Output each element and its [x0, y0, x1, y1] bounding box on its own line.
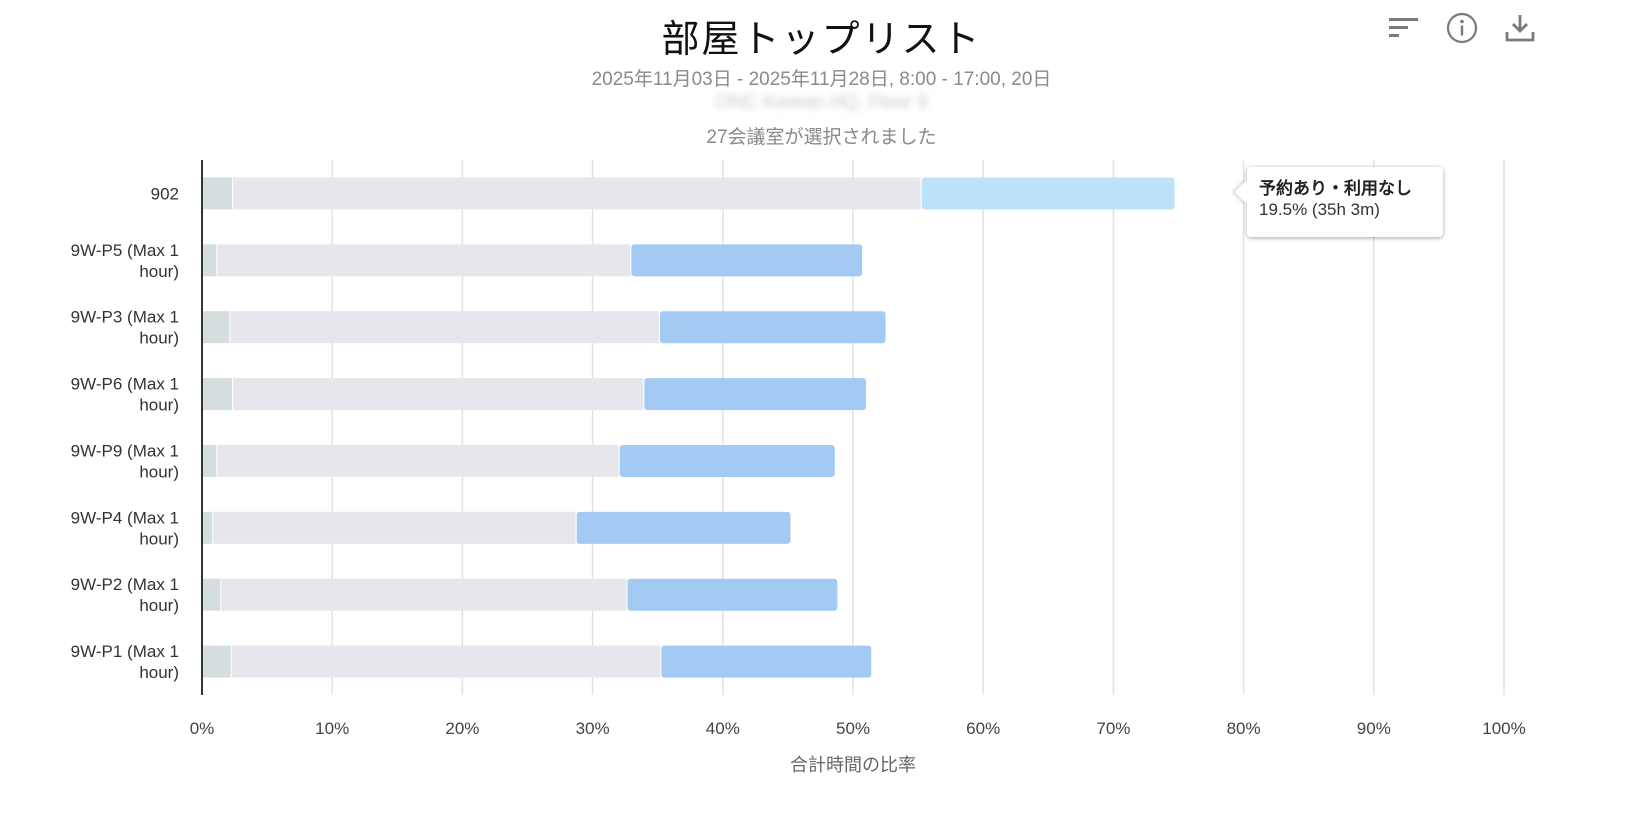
bar-segment-1[interactable] [202, 444, 217, 477]
bar-segment-2[interactable] [213, 511, 576, 544]
bar-segment-3[interactable] [921, 177, 1175, 210]
bar-segment-2[interactable] [232, 177, 921, 210]
bar-segment-2[interactable] [232, 378, 644, 411]
x-tick-label: 0% [190, 719, 215, 738]
y-category-label: 9W-P5 (Max 1 hour) [71, 241, 179, 281]
x-tick-label: 70% [1096, 719, 1130, 738]
x-tick-label: 90% [1357, 719, 1391, 738]
download-button[interactable] [1502, 10, 1538, 46]
x-tick-label: 10% [315, 719, 349, 738]
date-range-subtitle: 2025年11月03日 - 2025年11月28日, 8:00 - 17:00,… [591, 69, 1052, 90]
x-tick-label: 100% [1482, 719, 1525, 738]
y-category-label: 9W-P4 (Max 1 hour) [71, 508, 179, 548]
bar-segment-1[interactable] [202, 311, 230, 344]
bar-segment-1[interactable] [202, 511, 213, 544]
bar-segment-3[interactable] [576, 511, 791, 544]
bar-segment-3[interactable] [619, 444, 835, 477]
x-tick-label: 40% [706, 719, 740, 738]
bar-segment-1[interactable] [202, 177, 232, 210]
x-tick-label: 50% [836, 719, 870, 738]
x-tick-label: 30% [576, 719, 610, 738]
chart-toolbar [1386, 10, 1538, 46]
sort-button[interactable] [1386, 10, 1422, 46]
bar-segment-3[interactable] [661, 645, 872, 678]
x-axis-tick-labels: 0% 10% 20% 30% 40% 50% 60% 70% 80% 90% 100% [190, 719, 1526, 738]
bar-segment-3[interactable] [627, 578, 838, 611]
x-tick-label: 60% [966, 719, 1000, 738]
bar-segment-3[interactable] [644, 378, 867, 411]
y-category-label: 9W-P2 (Max 1 hour) [71, 575, 179, 615]
y-axis-labels: 902 9W-P5 (Max 1 hour) 9W-P3 (Max 1 hour) 9W-… [71, 184, 179, 682]
y-category-label: 9W-P1 (Max 1 hour) [71, 642, 179, 682]
selection-summary: 27会議室が選択されました [706, 127, 937, 148]
y-category-label: 9W-P3 (Max 1 hour) [71, 308, 179, 348]
bars [202, 177, 1175, 678]
y-category-label: 9W-P9 (Max 1 hour) [71, 441, 179, 481]
y-category-label: 902 [151, 184, 179, 203]
download-icon [1505, 15, 1535, 42]
x-tick-label: 80% [1227, 719, 1261, 738]
bar-segment-2[interactable] [231, 645, 661, 678]
bar-tooltip: 予約あり・利用なし 19.5% (35h 3m) [1247, 167, 1443, 237]
bar-segment-2[interactable] [221, 578, 627, 611]
x-axis-title: 合計時間の比率 [790, 755, 916, 775]
location-subtitle-blurred: ONC Korean HQ, Floor 9 [715, 92, 928, 113]
bar-segment-1[interactable] [202, 578, 221, 611]
bar-segment-1[interactable] [202, 244, 217, 277]
sort-icon [1389, 18, 1418, 37]
page-title: 部屋トップリスト [661, 19, 982, 61]
info-button[interactable] [1444, 10, 1480, 46]
info-icon [1446, 12, 1478, 44]
tooltip-value: 19.5% (35h 3m) [1259, 200, 1380, 219]
bar-segment-3[interactable] [660, 311, 886, 344]
bar-segment-3[interactable] [631, 244, 863, 277]
bar-segment-1[interactable] [202, 645, 231, 678]
bar-segment-2[interactable] [217, 244, 631, 277]
bar-segment-2[interactable] [230, 311, 660, 344]
bar-segment-1[interactable] [202, 378, 232, 411]
y-category-label: 9W-P6 (Max 1 hour) [71, 375, 179, 415]
tooltip-title: 予約あり・利用なし [1259, 179, 1412, 198]
bar-segment-2[interactable] [217, 444, 619, 477]
x-tick-label: 20% [445, 719, 479, 738]
gridlines [331, 160, 1505, 695]
